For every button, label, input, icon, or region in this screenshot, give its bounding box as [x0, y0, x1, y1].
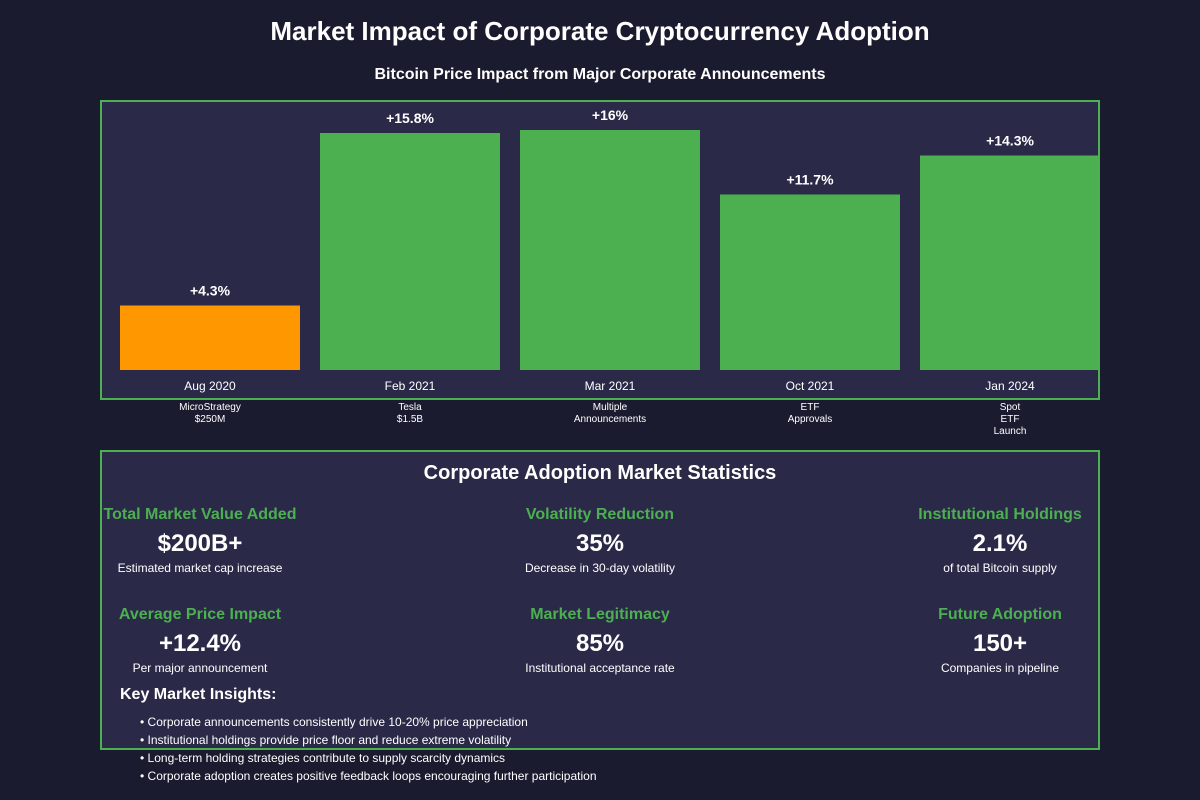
stat-market-legitimacy: Market Legitimacy 85% Institutional acce… [480, 605, 720, 675]
stats-title: Corporate Adoption Market Statistics [423, 462, 777, 484]
x-tick-label: Jan 2024 [985, 379, 1035, 393]
stat-institutional-holdings: Institutional Holdings 2.1% of total Bit… [880, 505, 1120, 575]
stat-volatility-reduction: Volatility Reduction 35% Decrease in 30-… [480, 505, 720, 575]
stat-description: Per major announcement [132, 661, 268, 675]
bar-jan-2024 [920, 155, 1100, 370]
bar-value-label: +15.8% [386, 110, 434, 126]
x-tick-label: Feb 2021 [385, 379, 436, 393]
stat-future-adoption: Future Adoption 150+ Companies in pipeli… [880, 605, 1120, 675]
bar-value-label: +11.7% [786, 172, 834, 188]
insight-item: Long-term holding strategies contribute … [140, 749, 597, 767]
stat-value: $200B+ [157, 530, 243, 557]
bar-description-label: Spot [1000, 402, 1021, 413]
bar-oct-2021 [720, 194, 900, 370]
x-tick-label: Mar 2021 [585, 379, 636, 393]
page-title: Market Impact of Corporate Cryptocurrenc… [270, 16, 930, 46]
insight-item: Corporate adoption creates positive feed… [140, 767, 597, 785]
insights-list: Corporate announcements consistently dri… [140, 713, 597, 785]
stat-label: Future Adoption [938, 606, 1062, 623]
bar-description-label: Approvals [788, 414, 832, 425]
stat-description: Institutional acceptance rate [525, 661, 675, 675]
bar-description-label: $250M [195, 414, 226, 425]
bar-description-label: MicroStrategy [179, 402, 241, 413]
stat-value: 150+ [972, 630, 1028, 657]
stat-value: 85% [575, 630, 625, 657]
bar-description-label: Tesla [398, 402, 422, 413]
stat-label: Institutional Holdings [918, 506, 1082, 523]
x-tick-label: Oct 2021 [786, 379, 835, 393]
bar-value-label: +14.3% [986, 133, 1034, 149]
bar-description-label: Multiple [593, 402, 628, 413]
bar-value-label: +4.3% [190, 283, 231, 299]
bar-description-label: ETF [1001, 414, 1020, 425]
insight-item: Corporate announcements consistently dri… [140, 713, 597, 731]
chart-title: Bitcoin Price Impact from Major Corporat… [374, 66, 826, 83]
bar-chart: +4.3% Aug 2020 MicroStrategy$250M +15.8% Feb… [120, 107, 1100, 437]
x-tick-label: Aug 2020 [184, 379, 236, 393]
stat-description: of total Bitcoin supply [943, 561, 1057, 575]
stat-description: Decrease in 30-day volatility [524, 561, 676, 575]
bar-mar-2021 [520, 130, 700, 370]
stat-value: 2.1% [972, 530, 1028, 557]
bar-description-label: Launch [994, 426, 1027, 437]
stat-label: Market Legitimacy [530, 606, 670, 623]
bar-value-label: +16% [592, 107, 629, 123]
bar-description-label: ETF [801, 402, 820, 413]
stat-value: +12.4% [158, 630, 242, 657]
stat-label: Volatility Reduction [525, 506, 675, 523]
insights-title: Key Market Insights: [120, 686, 277, 703]
stat-description: Companies in pipeline [940, 661, 1060, 675]
insight-item: Institutional holdings provide price flo… [140, 731, 597, 749]
bar-feb-2021 [320, 133, 500, 370]
stat-description: Estimated market cap increase [117, 561, 283, 575]
stat-label: Total Market Value Added [103, 506, 297, 523]
stat-value: 35% [575, 530, 625, 557]
stat-total-market-value: Total Market Value Added $200B+ Estimate… [80, 505, 320, 575]
bar-aug-2020 [120, 305, 300, 370]
stat-label: Average Price Impact [118, 606, 282, 623]
stat-average-price-impact: Average Price Impact +12.4% Per major an… [80, 605, 320, 675]
stats-panel [100, 450, 1100, 750]
bar-description-label: Announcements [574, 414, 646, 425]
bar-description-label: $1.5B [397, 414, 423, 425]
